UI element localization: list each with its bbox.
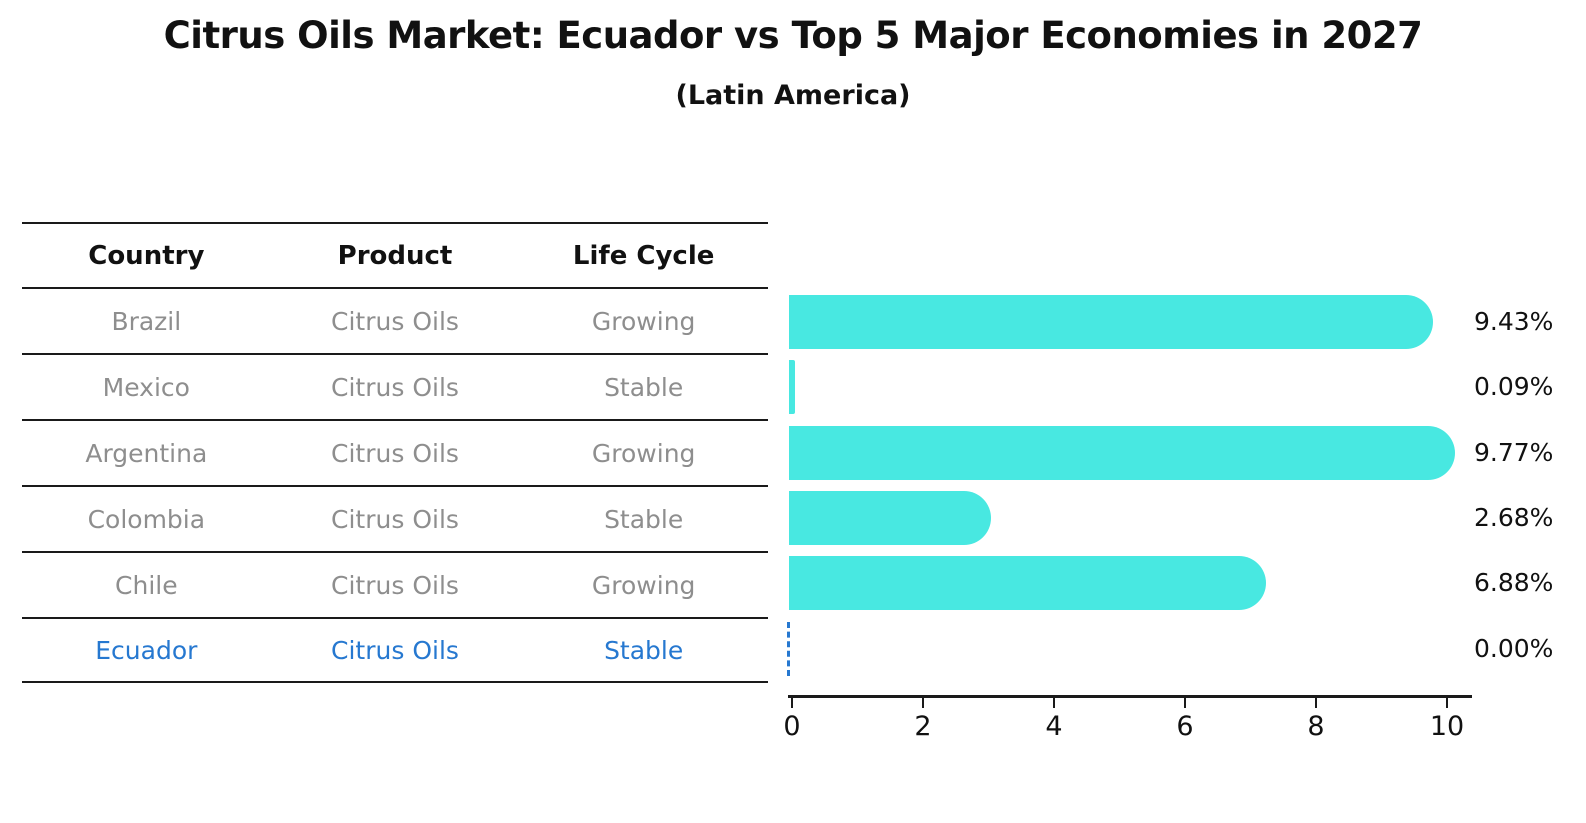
table-header-country: Country (88, 240, 205, 271)
bar-colombia (789, 491, 991, 545)
cell-product: Citrus Oils (331, 570, 459, 600)
table-row-chile: Chile Citrus Oils Growing (22, 551, 768, 617)
cell-country: Argentina (85, 438, 208, 468)
x-tick-mark (1053, 698, 1055, 708)
cell-product: Citrus Oils (331, 306, 459, 336)
cell-lifecycle: Growing (591, 306, 696, 336)
x-tick-mark (1184, 698, 1186, 708)
x-tick-mark (791, 698, 793, 708)
table-header-product: Product (337, 240, 453, 271)
table-row-mexico: Mexico Citrus Oils Stable (22, 353, 768, 419)
cell-product: Citrus Oils (331, 438, 459, 468)
cell-lifecycle: Stable (604, 372, 684, 402)
value-label-chile: 6.88% (1474, 568, 1554, 597)
x-tick-mark (922, 698, 924, 708)
x-tick-label: 0 (783, 711, 801, 742)
cell-country: Brazil (111, 306, 182, 336)
table-row-ecuador: Ecuador Citrus Oils Stable (22, 617, 768, 683)
x-tick-label: 10 (1429, 711, 1465, 742)
x-axis-line (788, 695, 1472, 698)
table-row-argentina: Argentina Citrus Oils Growing (22, 419, 768, 485)
bar-argentina (789, 426, 1455, 480)
bar-chile (789, 556, 1266, 610)
table-row-colombia: Colombia Citrus Oils Stable (22, 485, 768, 551)
x-tick-label: 8 (1307, 711, 1325, 742)
value-label-argentina: 9.77% (1474, 438, 1554, 467)
cell-product: Citrus Oils (331, 504, 459, 534)
value-label-colombia: 2.68% (1474, 503, 1554, 532)
x-tick-label: 6 (1176, 711, 1194, 742)
cell-product: Citrus Oils (331, 372, 459, 402)
cell-country: Colombia (87, 504, 206, 534)
cell-country: Ecuador (95, 635, 198, 665)
table-row-brazil: Brazil Citrus Oils Growing (22, 287, 768, 353)
cell-lifecycle: Growing (591, 570, 696, 600)
bar-brazil (789, 295, 1433, 349)
value-label-ecuador: 0.00% (1474, 634, 1554, 663)
cell-lifecycle: Growing (591, 438, 696, 468)
chart-title: Citrus Oils Market: Ecuador vs Top 5 Maj… (163, 14, 1423, 57)
chart-subtitle: (Latin America) (675, 80, 911, 111)
table-header-lifecycle: Life Cycle (572, 240, 715, 271)
country-table: Country Product Life Cycle Brazil Citrus… (22, 222, 768, 683)
x-tick-mark (1446, 698, 1448, 708)
x-tick-label: 2 (914, 711, 932, 742)
x-tick-label: 4 (1045, 711, 1063, 742)
table-header-row: Country Product Life Cycle (22, 222, 768, 287)
value-label-brazil: 9.43% (1474, 307, 1554, 336)
x-tick-mark (1315, 698, 1317, 708)
cell-product: Citrus Oils (331, 635, 459, 665)
cell-country: Chile (115, 570, 178, 600)
cell-country: Mexico (102, 372, 190, 402)
value-label-mexico: 0.09% (1474, 372, 1554, 401)
bar-mexico (789, 360, 795, 414)
zero-dashed-marker-ecuador (787, 622, 790, 676)
cell-lifecycle: Stable (604, 504, 684, 534)
cell-lifecycle: Stable (604, 635, 684, 665)
